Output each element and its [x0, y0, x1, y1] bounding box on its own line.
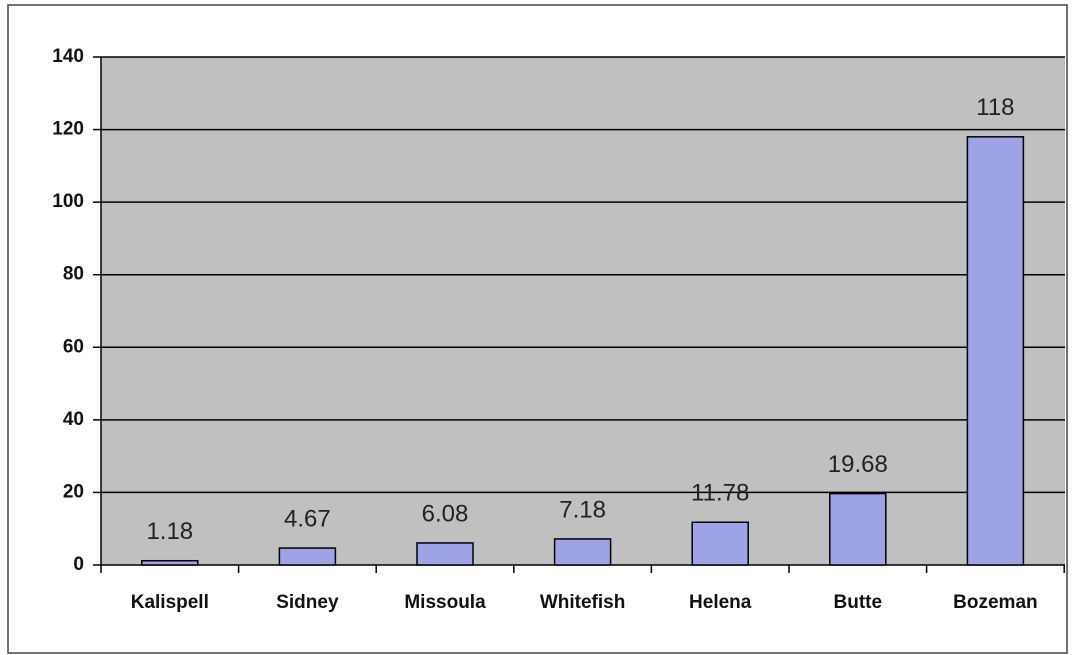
- value-label: 4.67: [284, 505, 331, 532]
- x-tick-label: Whitefish: [540, 592, 626, 613]
- value-label: 118: [976, 94, 1014, 121]
- value-label: 19.68: [828, 451, 888, 478]
- x-tick-label: Kalispell: [131, 592, 209, 613]
- value-label: 7.18: [559, 496, 606, 523]
- y-tick-label: 40: [63, 409, 84, 430]
- x-tick-label: Missoula: [404, 592, 486, 613]
- x-tick-label: Butte: [834, 592, 883, 613]
- value-label: 1.18: [146, 518, 193, 545]
- bar: [691, 521, 749, 566]
- x-tick-label: Helena: [689, 592, 752, 613]
- y-tick-label: 20: [63, 481, 84, 502]
- bar: [966, 136, 1025, 566]
- y-tick-label: 140: [52, 46, 84, 67]
- y-tick-label: 80: [63, 264, 84, 285]
- y-tick-label: 0: [73, 554, 84, 575]
- x-tick-label: Bozeman: [953, 592, 1037, 613]
- bar: [278, 547, 337, 566]
- bar: [141, 559, 199, 566]
- value-label: 11.78: [691, 480, 749, 507]
- x-tick-label: Sidney: [276, 592, 339, 613]
- y-tick-label: 60: [63, 336, 84, 357]
- bar: [553, 538, 612, 566]
- bar: [829, 492, 887, 566]
- bar: [416, 542, 474, 566]
- plot-area: [101, 57, 1065, 565]
- y-tick-label: 100: [52, 191, 84, 212]
- y-tick-label: 120: [52, 119, 84, 140]
- value-label: 6.08: [422, 500, 469, 527]
